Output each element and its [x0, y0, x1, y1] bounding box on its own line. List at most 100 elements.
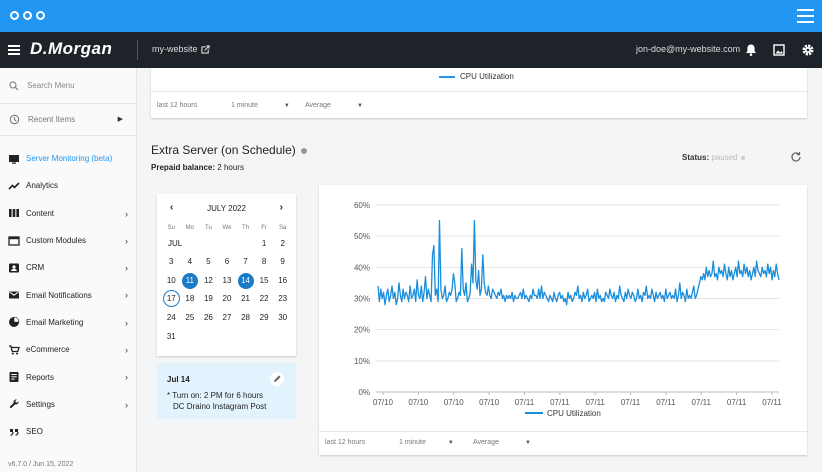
- dropdown-arrow-icon: ▼: [447, 439, 454, 446]
- logo[interactable]: D.Morgan: [30, 39, 113, 58]
- site-link[interactable]: my-website: [152, 44, 210, 54]
- chevron-right-icon: ›: [125, 263, 128, 274]
- sidebar-item-label: Server Monitoring (beta): [26, 154, 113, 164]
- user-email[interactable]: jon-doe@my-website.com: [636, 44, 741, 54]
- calendar-day[interactable]: 6: [218, 253, 237, 270]
- event-card[interactable]: Jul 14 * Turn on: 2 PM for 6 hours DC Dr…: [157, 363, 296, 419]
- top-chart-controls: last 12 hours 1 minute ▼ Average ▼: [157, 102, 363, 109]
- calendar-day[interactable]: 14: [236, 272, 255, 289]
- day-number: 3: [169, 256, 174, 266]
- calendar-day[interactable]: 3: [162, 253, 181, 270]
- hamburger-icon[interactable]: [797, 9, 814, 23]
- aggregation-select[interactable]: Average ▼: [305, 102, 363, 109]
- day-number: 13: [222, 275, 232, 285]
- header-divider: [137, 40, 138, 60]
- calendar-day[interactable]: 1: [255, 235, 274, 252]
- sidebar-item-ecommerce[interactable]: eCommerce ›: [0, 336, 137, 363]
- window-dot-icon[interactable]: [23, 11, 32, 20]
- calendar-day[interactable]: 30: [273, 309, 292, 326]
- calendar-day[interactable]: 24: [162, 309, 181, 326]
- calendar-day[interactable]: 13: [218, 272, 237, 289]
- calendar-day[interactable]: 12: [199, 272, 218, 289]
- sidebar-item-analytics[interactable]: Analytics: [0, 172, 137, 199]
- pencil-icon: [274, 375, 281, 382]
- calendar-day[interactable]: 2: [273, 235, 292, 252]
- sidebar-item-reports[interactable]: Reports ›: [0, 363, 137, 390]
- chart-controls: last 12 hours 1 minute ▼ Average ▼: [325, 439, 531, 446]
- empty-cell: [181, 328, 200, 345]
- calendar-day[interactable]: 17: [162, 290, 181, 308]
- day-number: 2: [280, 238, 285, 248]
- calendar-day[interactable]: 18: [181, 290, 200, 307]
- calendar-day[interactable]: 28: [236, 309, 255, 326]
- calendar-day[interactable]: 15: [255, 272, 274, 289]
- chevron-left-icon[interactable]: ‹: [170, 202, 174, 213]
- sidebar-item-label: Analytics: [26, 181, 59, 191]
- calendar-day[interactable]: 27: [218, 309, 237, 326]
- bell-icon[interactable]: [744, 43, 758, 57]
- search-menu[interactable]: Search Menu: [0, 68, 137, 104]
- day-number: 17: [162, 290, 180, 308]
- external-link-icon: [200, 44, 210, 54]
- edit-button[interactable]: [270, 372, 284, 386]
- sidebar-item-server-monitoring-beta[interactable]: Server Monitoring (beta): [0, 145, 137, 172]
- calendar-day[interactable]: 11: [181, 272, 200, 289]
- calendar-day[interactable]: 22: [255, 290, 274, 307]
- chevron-right-icon[interactable]: ›: [279, 202, 283, 213]
- calendar-day[interactable]: 25: [181, 309, 200, 326]
- range-select[interactable]: last 12 hours: [325, 439, 399, 446]
- window-dot-icon[interactable]: [10, 11, 19, 20]
- y-tick-label: 0%: [358, 388, 370, 397]
- sidebar-item-email-marketing[interactable]: Email Marketing ›: [0, 309, 137, 336]
- sidebar-item-settings[interactable]: Settings ›: [0, 391, 137, 418]
- calendar-day[interactable]: 4: [181, 253, 200, 270]
- sidebar-item-content[interactable]: Content ›: [0, 200, 137, 227]
- info-icon[interactable]: [301, 147, 308, 154]
- gear-icon[interactable]: [801, 43, 815, 57]
- calendar-day[interactable]: 26: [199, 309, 218, 326]
- calendar-day[interactable]: 31: [162, 328, 181, 345]
- calendar-day[interactable]: 19: [199, 290, 218, 307]
- interval-select[interactable]: 1 minute ▼: [399, 439, 473, 446]
- range-select[interactable]: last 12 hours: [157, 102, 231, 109]
- recent-items[interactable]: Recent Items ▶: [0, 104, 137, 136]
- sidebar-item-email-notifications[interactable]: Email Notifications ›: [0, 281, 137, 308]
- app-header: D.Morgan my-website jon-doe@my-website.c…: [0, 32, 822, 68]
- calendar-day[interactable]: 16: [273, 272, 292, 289]
- sidebar-item-label: Content: [26, 208, 55, 218]
- day-number: 29: [259, 313, 269, 323]
- calendar-day[interactable]: 8: [255, 253, 274, 270]
- calendar-day[interactable]: 10: [162, 272, 181, 289]
- aggregation-select[interactable]: Average ▼: [473, 439, 531, 446]
- window-controls[interactable]: [10, 11, 45, 20]
- status: Status: paused: [682, 153, 745, 162]
- calendar-day[interactable]: 5: [199, 253, 218, 270]
- x-tick-label: 07/11: [656, 398, 676, 407]
- calendar-day[interactable]: 29: [255, 309, 274, 326]
- calendar-day[interactable]: 9: [273, 253, 292, 270]
- x-tick-label: 07/10: [444, 398, 465, 407]
- calendar-day[interactable]: 23: [273, 290, 292, 307]
- sidebar-item-label: Settings: [26, 399, 55, 409]
- sidebar-item-label: Email Notifications: [26, 290, 92, 300]
- day-number: 4: [187, 256, 193, 266]
- legend-label: CPU Utilization: [460, 72, 514, 81]
- calendar-grid: Su Mo Tu We Th Fr Sa JUL 1 2 3 4 5 6 7 8 9 10 11 12 13 14 15 16…: [162, 222, 292, 346]
- sidebar-item-crm[interactable]: CRM ›: [0, 254, 137, 281]
- refresh-icon[interactable]: [790, 151, 802, 163]
- window-dot-icon[interactable]: [36, 11, 45, 20]
- chart-legend[interactable]: CPU Utilization: [439, 72, 514, 81]
- sidebar-item-custom-modules[interactable]: Custom Modules ›: [0, 227, 137, 254]
- menu-icon[interactable]: [8, 45, 20, 55]
- cpu-line-chart[interactable]: 0% 10% 20% 30% 40% 50% 60% 07/10 07/10 07/10 07/10…: [319, 185, 807, 430]
- calendar-day[interactable]: 7: [236, 253, 255, 270]
- image-icon[interactable]: [772, 43, 786, 57]
- chevron-right-icon: ›: [125, 317, 128, 328]
- sidebar-item-seo[interactable]: SEO: [0, 418, 137, 445]
- mail-icon: [9, 291, 19, 299]
- chevron-right-icon: ›: [125, 235, 128, 246]
- interval-select[interactable]: 1 minute ▼: [231, 102, 305, 109]
- calendar-day[interactable]: 21: [236, 290, 255, 307]
- columns-icon: [9, 209, 19, 218]
- calendar-day[interactable]: 20: [218, 290, 237, 307]
